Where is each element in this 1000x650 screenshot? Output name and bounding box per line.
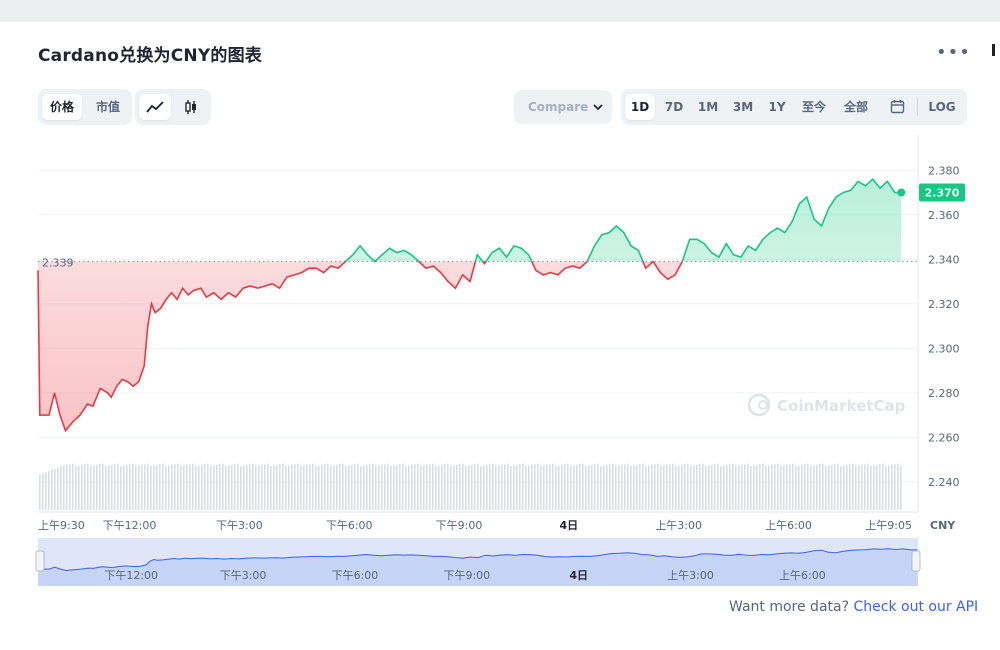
range-1d[interactable]: 1D <box>625 94 655 120</box>
more-dots-icon[interactable]: ••• <box>936 42 971 63</box>
compare-select[interactable]: Compare <box>514 90 612 124</box>
chevron-down-icon <box>593 104 603 111</box>
tab-market-cap[interactable]: 市值 <box>95 100 120 114</box>
range-all[interactable]: 全部 <box>843 100 868 114</box>
range-7d[interactable]: 7D <box>664 100 684 114</box>
line-chart-icon[interactable] <box>139 94 171 120</box>
type-tabs: 价格 市值 <box>38 89 132 125</box>
chart-mode-tabs <box>135 89 211 125</box>
right-edge <box>992 22 1000 650</box>
range-1m[interactable]: 1M <box>697 100 719 114</box>
divider <box>917 98 918 116</box>
range-3m[interactable]: 3M <box>732 100 754 114</box>
top-strip <box>0 0 1000 22</box>
calendar-icon[interactable] <box>883 94 911 120</box>
candlestick-icon[interactable] <box>175 94 207 120</box>
chart-title: Cardano兑换为CNY的图表 <box>38 46 262 66</box>
compare-label: Compare <box>528 100 589 114</box>
tab-price[interactable]: 价格 <box>42 94 82 120</box>
range-1y[interactable]: 1Y <box>768 100 786 114</box>
range-ytd[interactable]: 至今 <box>801 100 826 114</box>
log-toggle[interactable]: LOG <box>928 100 956 114</box>
api-link[interactable]: Check out our API <box>853 599 979 615</box>
range-tabs: 1D 7D 1M 3M 1Y 至今 全部 LOG <box>621 89 967 125</box>
footer-text: Want more data? <box>729 599 850 615</box>
footer: Want more data? Check out our API <box>729 599 978 615</box>
